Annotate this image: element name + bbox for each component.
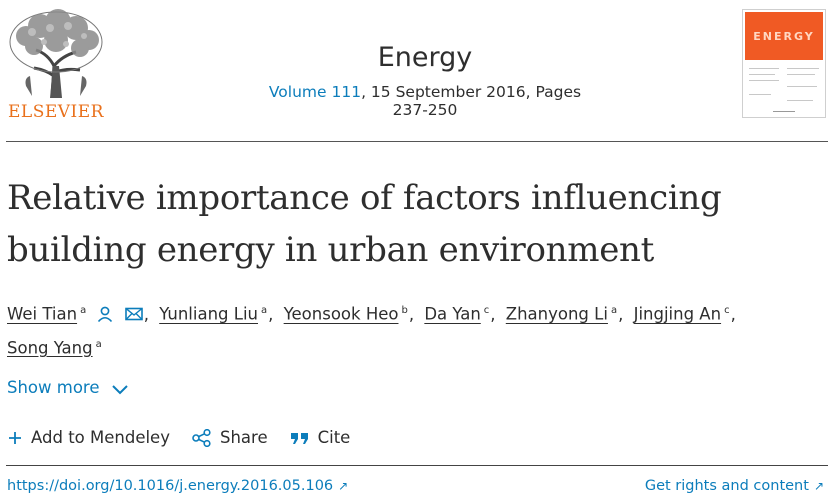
author-affiliation-sup: a xyxy=(261,305,268,316)
quote-icon xyxy=(290,432,308,444)
external-link-icon: ↗ xyxy=(338,479,349,493)
author-list: Wei Tian a , Yunliang Liu a, Yeonsook Heo b… xyxy=(7,304,736,358)
add-to-mendeley-button[interactable]: Add to Mendeley xyxy=(7,428,170,447)
cover-publisher-mark xyxy=(773,111,795,112)
author-affiliation-sup: c xyxy=(724,305,730,316)
share-label: Share xyxy=(219,428,268,447)
journal-title[interactable]: Energy xyxy=(377,42,473,73)
author-affiliation-sup: a xyxy=(610,305,618,316)
author-affiliation-sup: a xyxy=(80,305,87,316)
author-affiliation-sup: a xyxy=(95,338,102,350)
author-link[interactable]: Yeonsook Heo xyxy=(283,304,399,324)
external-link-icon: ↗ xyxy=(813,479,824,493)
chevron-down-icon xyxy=(112,385,128,395)
cover-text-line xyxy=(787,68,819,69)
header-divider xyxy=(6,141,828,142)
author-link[interactable]: Song Yang xyxy=(7,338,93,357)
journal-header: Energy Volume 111, 15 September 2016, Pa… xyxy=(250,42,600,119)
author-affiliation-sup: b xyxy=(401,305,408,316)
cover-banner: ENERGY xyxy=(745,12,823,60)
issue-info: Volume 111, 15 September 2016, Pages 237… xyxy=(250,83,600,119)
author-link[interactable]: Wei Tian xyxy=(7,304,78,324)
get-rights-link[interactable]: Get rights and content ↗ xyxy=(645,478,824,494)
volume-link[interactable]: Volume 111 xyxy=(268,83,362,101)
person-icon[interactable] xyxy=(96,305,114,323)
show-more-button[interactable]: Show more xyxy=(7,378,129,397)
elsevier-logo[interactable]: ELSEVIER xyxy=(6,6,106,122)
plus-icon xyxy=(9,431,21,444)
author-link[interactable]: Da Yan xyxy=(424,304,481,324)
email-icon[interactable] xyxy=(124,305,144,323)
article-actions: Add to Mendeley Share Cite xyxy=(7,428,350,447)
author-link[interactable]: Zhanyong Li xyxy=(505,304,608,324)
footer-divider xyxy=(6,465,828,466)
cover-text-line xyxy=(749,94,771,95)
cover-text-line xyxy=(787,86,817,87)
add-to-mendeley-label: Add to Mendeley xyxy=(31,428,170,447)
show-more-label: Show more xyxy=(7,378,100,397)
cite-button[interactable]: Cite xyxy=(290,428,351,447)
share-button[interactable]: Share xyxy=(192,428,268,447)
get-rights-text: Get rights and content xyxy=(644,478,809,494)
cover-text-line xyxy=(787,74,815,75)
publisher-name: ELSEVIER xyxy=(8,102,104,122)
share-icon xyxy=(192,428,211,447)
author-link[interactable]: Yunliang Liu xyxy=(159,304,258,324)
issue-details: , 15 September 2016, Pages 237-250 xyxy=(361,83,582,119)
cover-text-line xyxy=(749,68,779,69)
cite-label: Cite xyxy=(317,428,351,447)
author-affiliation-sup: c xyxy=(483,305,490,316)
journal-cover-thumbnail[interactable]: ENERGY xyxy=(742,9,826,118)
article-title: Relative importance of factors influenci… xyxy=(7,178,722,270)
cover-text-line xyxy=(787,100,813,101)
cover-title: ENERGY xyxy=(753,30,815,43)
doi-link[interactable]: https://doi.org/10.1016/j.energy.2016.05… xyxy=(7,478,348,494)
doi-text: https://doi.org/10.1016/j.energy.2016.05… xyxy=(7,478,334,494)
cover-text-line xyxy=(749,74,775,75)
cover-text-line xyxy=(749,80,779,81)
author-link[interactable]: Jingjing An xyxy=(633,304,722,324)
tree-icon xyxy=(9,9,103,98)
